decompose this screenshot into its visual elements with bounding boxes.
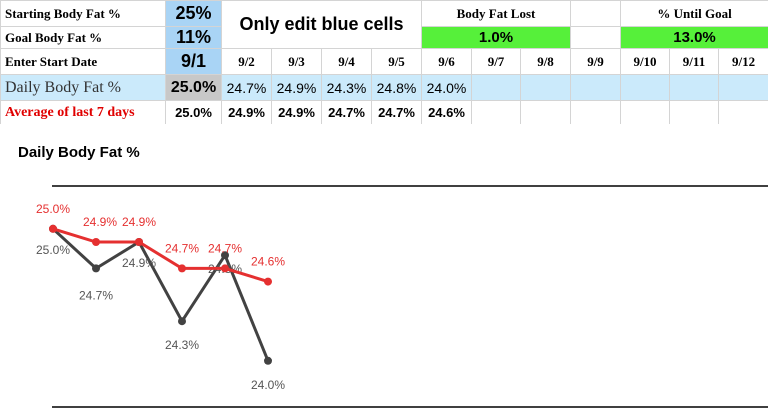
date-cell[interactable]: 9/8 <box>520 48 571 75</box>
date-cell[interactable]: 9/9 <box>570 48 621 75</box>
average-series-data-label: 24.7% <box>165 241 199 255</box>
daily-value-cell-first[interactable]: 25.0% <box>165 74 222 101</box>
daily-value-cell[interactable] <box>471 74 521 101</box>
average-value-cell[interactable]: 24.7% <box>371 100 422 125</box>
date-cell[interactable]: 9/4 <box>321 48 372 75</box>
date-cell[interactable]: 9/5 <box>371 48 422 75</box>
average-value-cell[interactable] <box>520 100 571 125</box>
average-value-cell[interactable]: 25.0% <box>165 100 222 125</box>
daily-series-data-label: 24.9% <box>122 256 156 270</box>
daily-series: 25.0%24.7%24.9%24.3%24.8%24.0% <box>36 224 285 392</box>
average-series-data-label: 24.6% <box>251 255 285 269</box>
average-value-cell[interactable]: 24.6% <box>421 100 472 125</box>
date-cell[interactable]: 9/12 <box>717 48 768 75</box>
daily-series-data-label: 24.3% <box>165 338 199 352</box>
daily-series-point[interactable] <box>178 317 186 326</box>
body-fat-lost-label[interactable]: Body Fat Lost <box>421 0 571 27</box>
average-series: 25.0% 24.9% 24.9% 24.7% 24.7% 24.6% <box>36 202 285 286</box>
date-cell[interactable]: 9/6 <box>421 48 472 75</box>
average-series-line <box>52 227 269 284</box>
average-series-data-label: 24.7% <box>208 241 242 255</box>
daily-value-cell[interactable]: 24.7% <box>221 74 272 101</box>
daily-value-cell[interactable] <box>669 74 719 101</box>
date-cell[interactable]: 9/3 <box>271 48 322 75</box>
date-cell[interactable]: 9/7 <box>471 48 521 75</box>
body-fat-lost-value[interactable]: 1.0% <box>421 26 571 49</box>
edit-instruction-note[interactable]: Only edit blue cells <box>221 0 422 49</box>
daily-value-cell[interactable]: 24.0% <box>421 74 472 101</box>
average-series-point[interactable] <box>178 264 186 273</box>
starting-body-fat-cell[interactable]: 25% <box>165 0 222 27</box>
start-date-label[interactable]: Enter Start Date <box>0 48 166 75</box>
daily-series-line <box>51 227 270 362</box>
average-value-cell[interactable]: 24.7% <box>321 100 372 125</box>
date-cell[interactable]: 9/10 <box>620 48 670 75</box>
daily-series-data-label: 24.0% <box>251 378 285 392</box>
body-fat-line-chart[interactable]: Daily Body Fat % 25.0% 24.7% 24.9% 24.3% 24.… <box>0 124 768 409</box>
average-series-data-label: 24.9% <box>83 215 117 229</box>
empty-cell[interactable] <box>570 26 621 49</box>
daily-body-fat-label[interactable]: Daily Body Fat % <box>0 74 166 101</box>
daily-value-cell[interactable] <box>620 74 670 101</box>
daily-value-cell[interactable] <box>717 74 768 101</box>
average-value-cell[interactable]: 24.9% <box>271 100 322 125</box>
average-7-days-label[interactable]: Average of last 7 days <box>0 100 166 125</box>
plot-area: 25.0%24.7%24.9%24.3%24.8%24.0%25.0%24.9%… <box>36 202 285 392</box>
daily-value-cell[interactable]: 24.9% <box>271 74 322 101</box>
daily-value-cell[interactable]: 24.3% <box>321 74 372 101</box>
average-series-data-label: 24.9% <box>122 215 156 229</box>
spreadsheet: Starting Body Fat % 25% Only edit blue c… <box>0 0 768 125</box>
goal-body-fat-label[interactable]: Goal Body Fat % <box>0 26 166 49</box>
average-value-cell[interactable]: 24.9% <box>221 100 272 125</box>
average-series-point[interactable] <box>49 224 57 233</box>
average-series-point[interactable] <box>92 238 100 246</box>
daily-series-data-label: 25.0% <box>36 243 70 257</box>
average-series-point[interactable] <box>135 238 143 246</box>
daily-series-data-label: 24.7% <box>79 288 113 302</box>
chart-title: Daily Body Fat % <box>18 144 140 161</box>
average-series-data-label: 25.0% <box>36 202 70 216</box>
starting-body-fat-label[interactable]: Starting Body Fat % <box>0 0 166 27</box>
until-goal-value[interactable]: 13.0% <box>619 26 768 49</box>
daily-value-cell[interactable] <box>520 74 571 101</box>
goal-body-fat-cell[interactable]: 11% <box>165 26 222 49</box>
until-goal-label[interactable]: % Until Goal <box>619 0 768 27</box>
date-cell[interactable]: 9/2 <box>221 48 272 75</box>
average-value-cell[interactable] <box>669 100 719 125</box>
empty-cell[interactable] <box>570 0 621 27</box>
average-value-cell[interactable] <box>717 100 768 125</box>
daily-series-point[interactable] <box>221 251 229 260</box>
average-value-cell[interactable] <box>471 100 521 125</box>
daily-series-point[interactable] <box>264 356 272 365</box>
average-series-point[interactable] <box>221 264 229 273</box>
daily-value-cell[interactable] <box>570 74 621 101</box>
average-value-cell[interactable] <box>570 100 621 125</box>
average-series-point[interactable] <box>264 277 272 286</box>
date-cell-start[interactable]: 9/1 <box>165 48 222 75</box>
daily-value-cell[interactable]: 24.8% <box>371 74 422 101</box>
date-cell[interactable]: 9/11 <box>669 48 719 75</box>
average-value-cell[interactable] <box>620 100 670 125</box>
daily-series-point[interactable] <box>92 264 100 273</box>
